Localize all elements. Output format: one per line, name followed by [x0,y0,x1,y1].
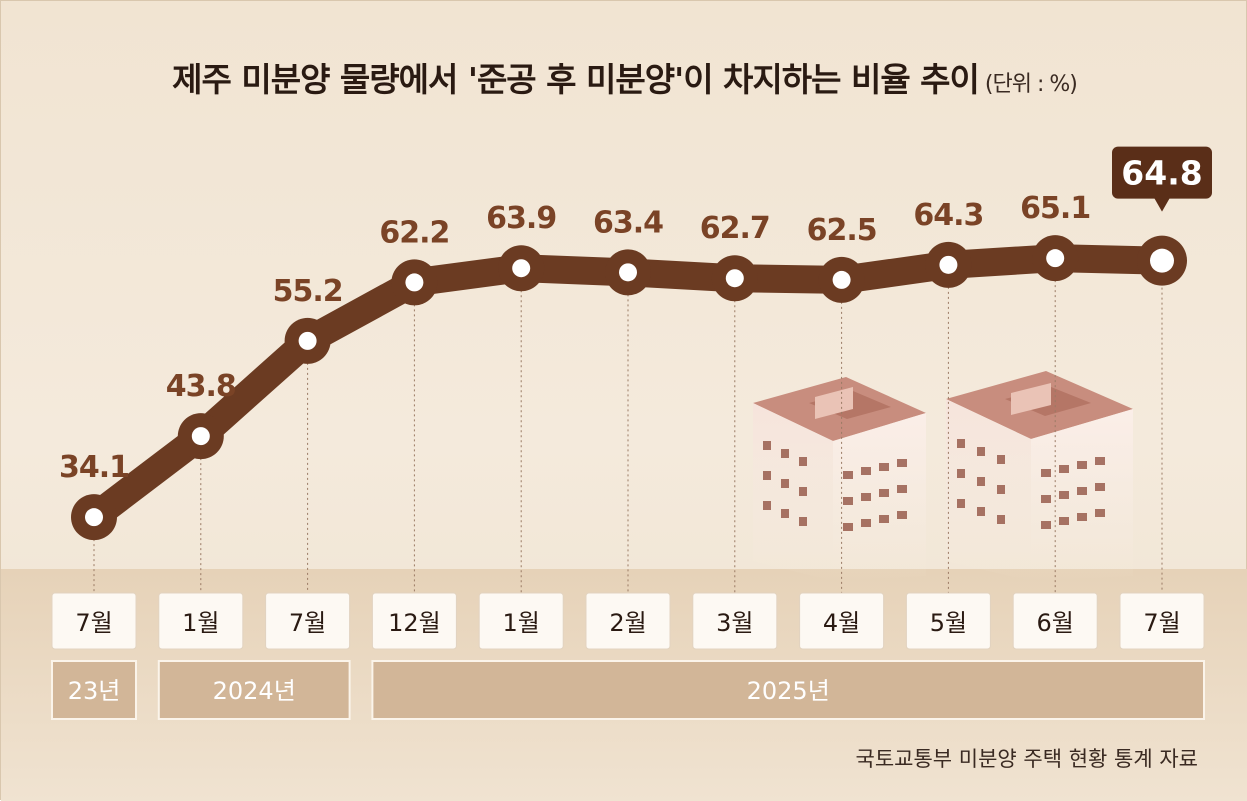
data-label: 62.2 [379,215,449,250]
month-label: 7월 [75,609,112,637]
month-label: 6월 [1037,609,1074,637]
month-box [158,592,244,650]
year-label: 23년 [68,677,121,705]
data-label: 62.5 [807,213,877,248]
source-note: 국토교통부 미분양 주택 현황 통계 자료 [855,747,1199,771]
year-band [157,660,351,720]
month-label: 12월 [388,609,441,637]
unit-label: (단위 : %) [984,72,1078,97]
data-point-center [939,255,958,274]
year-label: 2024년 [213,677,296,705]
month-box [371,592,457,650]
highlight-callout-pointer [1154,197,1170,212]
month-box [478,592,564,650]
month-box [692,592,778,650]
month-label: 2월 [609,609,646,637]
data-label: 43.8 [166,369,236,404]
month-label: 1월 [503,609,540,637]
data-point-center [298,331,317,350]
month-label: 4월 [823,609,860,637]
month-label: 7월 [289,609,326,637]
month-box [585,592,671,650]
data-point-center [1046,249,1065,268]
data-point-center [725,269,744,288]
year-band [51,660,137,720]
data-point-center [405,273,424,292]
month-box [1012,592,1098,650]
data-point-center [85,508,103,527]
month-box [799,592,885,650]
data-point-center [512,259,531,278]
data-label: 65.1 [1020,191,1090,226]
data-label: 34.1 [59,450,129,485]
month-box [265,592,351,650]
data-point-center [832,270,851,289]
data-point-center [1150,248,1174,273]
month-box [1119,592,1205,650]
month-box [905,592,991,650]
year-band [371,660,1205,720]
data-label: 62.7 [700,211,770,246]
data-point-center [191,427,210,446]
data-label: 64.3 [913,198,983,233]
month-label: 3월 [716,609,753,637]
chart-title: 제주 미분양 물량에서 '준공 후 미분양'이 차지하는 비율 추이 (단위 : … [172,60,1078,99]
data-point-center [619,263,637,282]
data-label: 55.2 [273,274,343,309]
data-label: 63.9 [486,201,556,236]
apartment-buildings-illustration [753,371,1133,581]
month-box [51,592,137,650]
year-label: 2025년 [747,677,830,705]
data-label: 63.4 [593,205,663,240]
month-label: 1월 [182,609,219,637]
highlight-callout [1112,146,1212,199]
month-label: 5월 [930,609,967,637]
data-label: 64.8 [1121,154,1202,193]
month-label: 7월 [1143,609,1180,637]
